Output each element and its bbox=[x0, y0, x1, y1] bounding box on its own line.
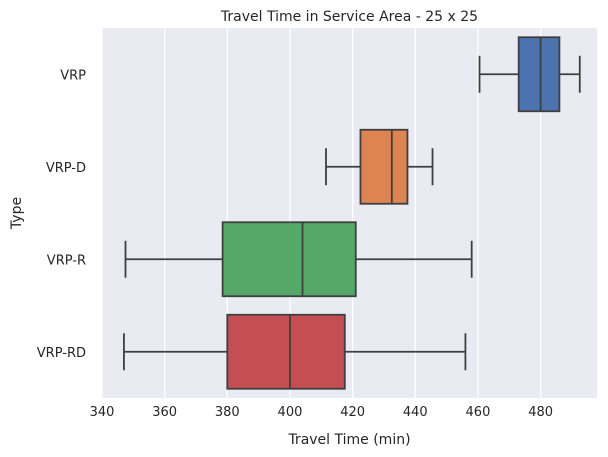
box-iqr bbox=[359, 128, 409, 205]
x-tick-label: 420 bbox=[340, 405, 365, 420]
y-tick-label: VRP-R bbox=[47, 253, 86, 268]
chart-title: Travel Time in Service Area - 25 x 25 bbox=[220, 9, 478, 25]
x-tick-label: 380 bbox=[215, 405, 240, 420]
box-iqr bbox=[226, 313, 346, 390]
box-vrp-rd bbox=[123, 313, 467, 390]
boxes bbox=[123, 36, 581, 390]
box-vrp-d bbox=[325, 128, 434, 205]
plot-area bbox=[102, 28, 597, 398]
x-tick-label: 440 bbox=[403, 405, 428, 420]
x-tick-label: 400 bbox=[278, 405, 303, 420]
x-tick-label: 360 bbox=[152, 405, 177, 420]
y-tick-labels: VRP VRP-D VRP-R VRP-RD bbox=[37, 68, 86, 361]
x-tick-label: 340 bbox=[90, 405, 115, 420]
y-tick-label: VRP bbox=[60, 68, 86, 83]
box-iqr bbox=[517, 36, 561, 113]
box-iqr bbox=[221, 221, 357, 298]
box-vrp-r bbox=[124, 221, 473, 298]
y-tick-label: VRP-D bbox=[46, 161, 86, 176]
x-tick-label: 480 bbox=[528, 405, 553, 420]
y-tick-label: VRP-RD bbox=[37, 346, 86, 361]
x-tick-labels: 340 360 380 400 420 440 460 480 bbox=[90, 405, 553, 420]
x-tick-label: 460 bbox=[466, 405, 491, 420]
box-vrp bbox=[478, 36, 581, 113]
y-axis-title: Type bbox=[9, 197, 25, 230]
x-axis-title: Travel Time (min) bbox=[287, 432, 410, 448]
